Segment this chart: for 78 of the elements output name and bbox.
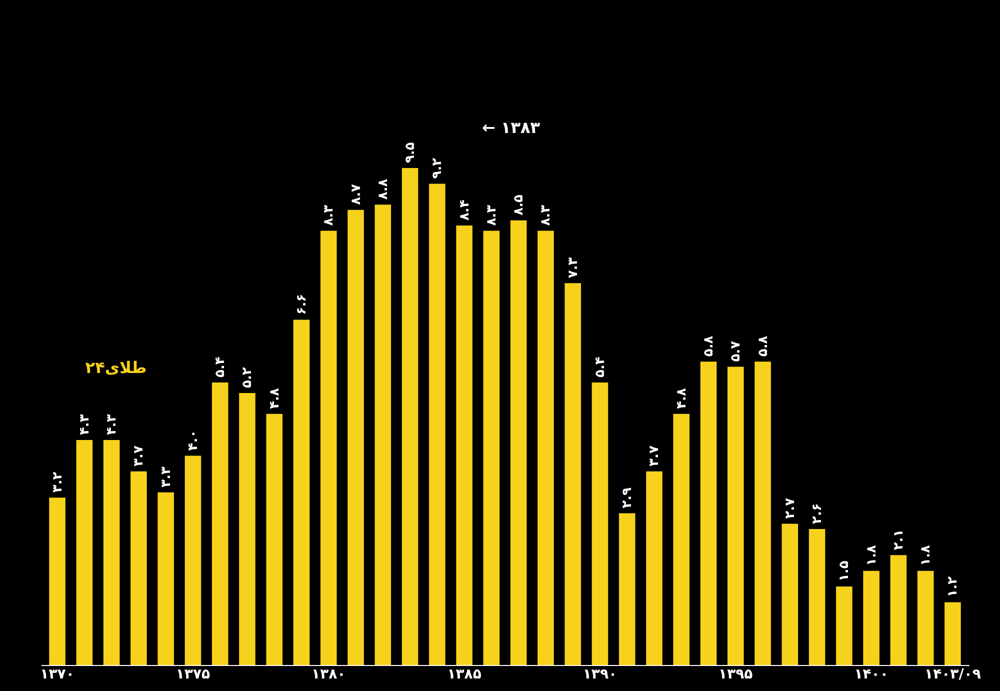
- data-label: ۵.۷: [728, 340, 744, 362]
- data-label: ۷.۳: [566, 257, 581, 278]
- bar: [429, 184, 446, 665]
- text: ← ۱۳۸۳: [482, 118, 540, 137]
- data-label: ۵.۲: [240, 367, 256, 388]
- data-label: ۸.۳: [484, 204, 500, 226]
- bar: [890, 555, 907, 665]
- x-tick-label: ۱۳۸۰: [312, 666, 346, 682]
- bar: [564, 283, 581, 665]
- bar: [49, 498, 66, 665]
- bar: [808, 528, 826, 665]
- data-label: ۱.۸: [864, 544, 880, 566]
- bar: [402, 168, 418, 665]
- bar: [103, 440, 120, 665]
- data-label: ۵.۸: [702, 336, 717, 357]
- data-label: ۵.۴: [213, 356, 228, 378]
- bar: [293, 320, 310, 665]
- data-label: ۲.۷: [782, 498, 798, 519]
- data-label: ۸.۳: [538, 204, 554, 226]
- data-label: ۴.۳: [77, 414, 92, 436]
- data-label: ۳.۲: [50, 472, 66, 493]
- bar: [754, 362, 771, 665]
- bar: [863, 570, 880, 665]
- bar: [917, 570, 934, 665]
- data-label: ۳.۷: [647, 446, 662, 466]
- data-label: ۸.۸: [376, 178, 391, 200]
- bar: [456, 226, 472, 665]
- bar: [239, 392, 256, 665]
- data-label: ۸.۵: [512, 194, 527, 216]
- data-label: ۸.۴: [457, 200, 472, 221]
- data-label: ۵.۸: [756, 336, 771, 357]
- bar: [618, 513, 636, 665]
- bar: [266, 414, 282, 665]
- bar: [728, 366, 744, 665]
- x-tick-label: ۱۳۷۵: [176, 666, 210, 682]
- bar: [700, 362, 717, 665]
- data-label: ۳.۳: [158, 466, 174, 488]
- data-label: ۸.۷: [348, 184, 364, 205]
- x-tick-label: ۱۳۷۰: [40, 666, 74, 682]
- bar: [76, 440, 93, 665]
- data-label: ۱.۸: [918, 544, 934, 566]
- bar: [320, 230, 337, 665]
- bar: [592, 382, 608, 665]
- data-label: ۵.۴: [592, 356, 608, 378]
- x-tick-label: ۱۴۰۳/۰۹: [924, 666, 982, 682]
- bar: [782, 524, 798, 665]
- data-label: ۲.۱: [891, 529, 906, 550]
- data-label: ۶.۶: [294, 294, 310, 315]
- x-tick-label: ۱۳۸۵: [447, 666, 482, 682]
- bar: [483, 230, 500, 665]
- bar: [212, 382, 228, 665]
- data-label: ۲.۶: [810, 503, 826, 524]
- bar: [538, 230, 554, 665]
- bar: [944, 602, 961, 665]
- bar: [673, 414, 690, 665]
- data-label: ۹.۲: [430, 158, 446, 179]
- data-label: ۴.۸: [674, 388, 690, 409]
- data-label: ۴.۸: [267, 388, 282, 409]
- bar: [374, 204, 392, 665]
- bar: [836, 586, 852, 665]
- x-tick-label: ۱۳۹۵: [718, 666, 754, 682]
- data-label: ۳.۷: [132, 446, 147, 466]
- x-tick-label: ۱۳۹۰: [582, 666, 618, 682]
- data-label: ۱.۵: [837, 560, 852, 582]
- bar: [184, 456, 202, 665]
- bar: [510, 220, 527, 665]
- bar: [646, 471, 662, 665]
- data-label: ۸.۳: [322, 204, 337, 226]
- bar: [158, 492, 174, 665]
- x-tick-label: ۱۴۰۰: [854, 666, 888, 682]
- data-label: ۹.۵: [403, 142, 418, 163]
- text: طلای۲۴: [85, 358, 147, 377]
- data-label: ۱.۲: [946, 576, 961, 598]
- data-label: ۴.۰: [186, 430, 201, 451]
- data-label: ۴.۳: [104, 414, 120, 436]
- bar: [130, 471, 147, 665]
- bar: [348, 210, 364, 665]
- data-label: ۲.۹: [620, 487, 636, 508]
